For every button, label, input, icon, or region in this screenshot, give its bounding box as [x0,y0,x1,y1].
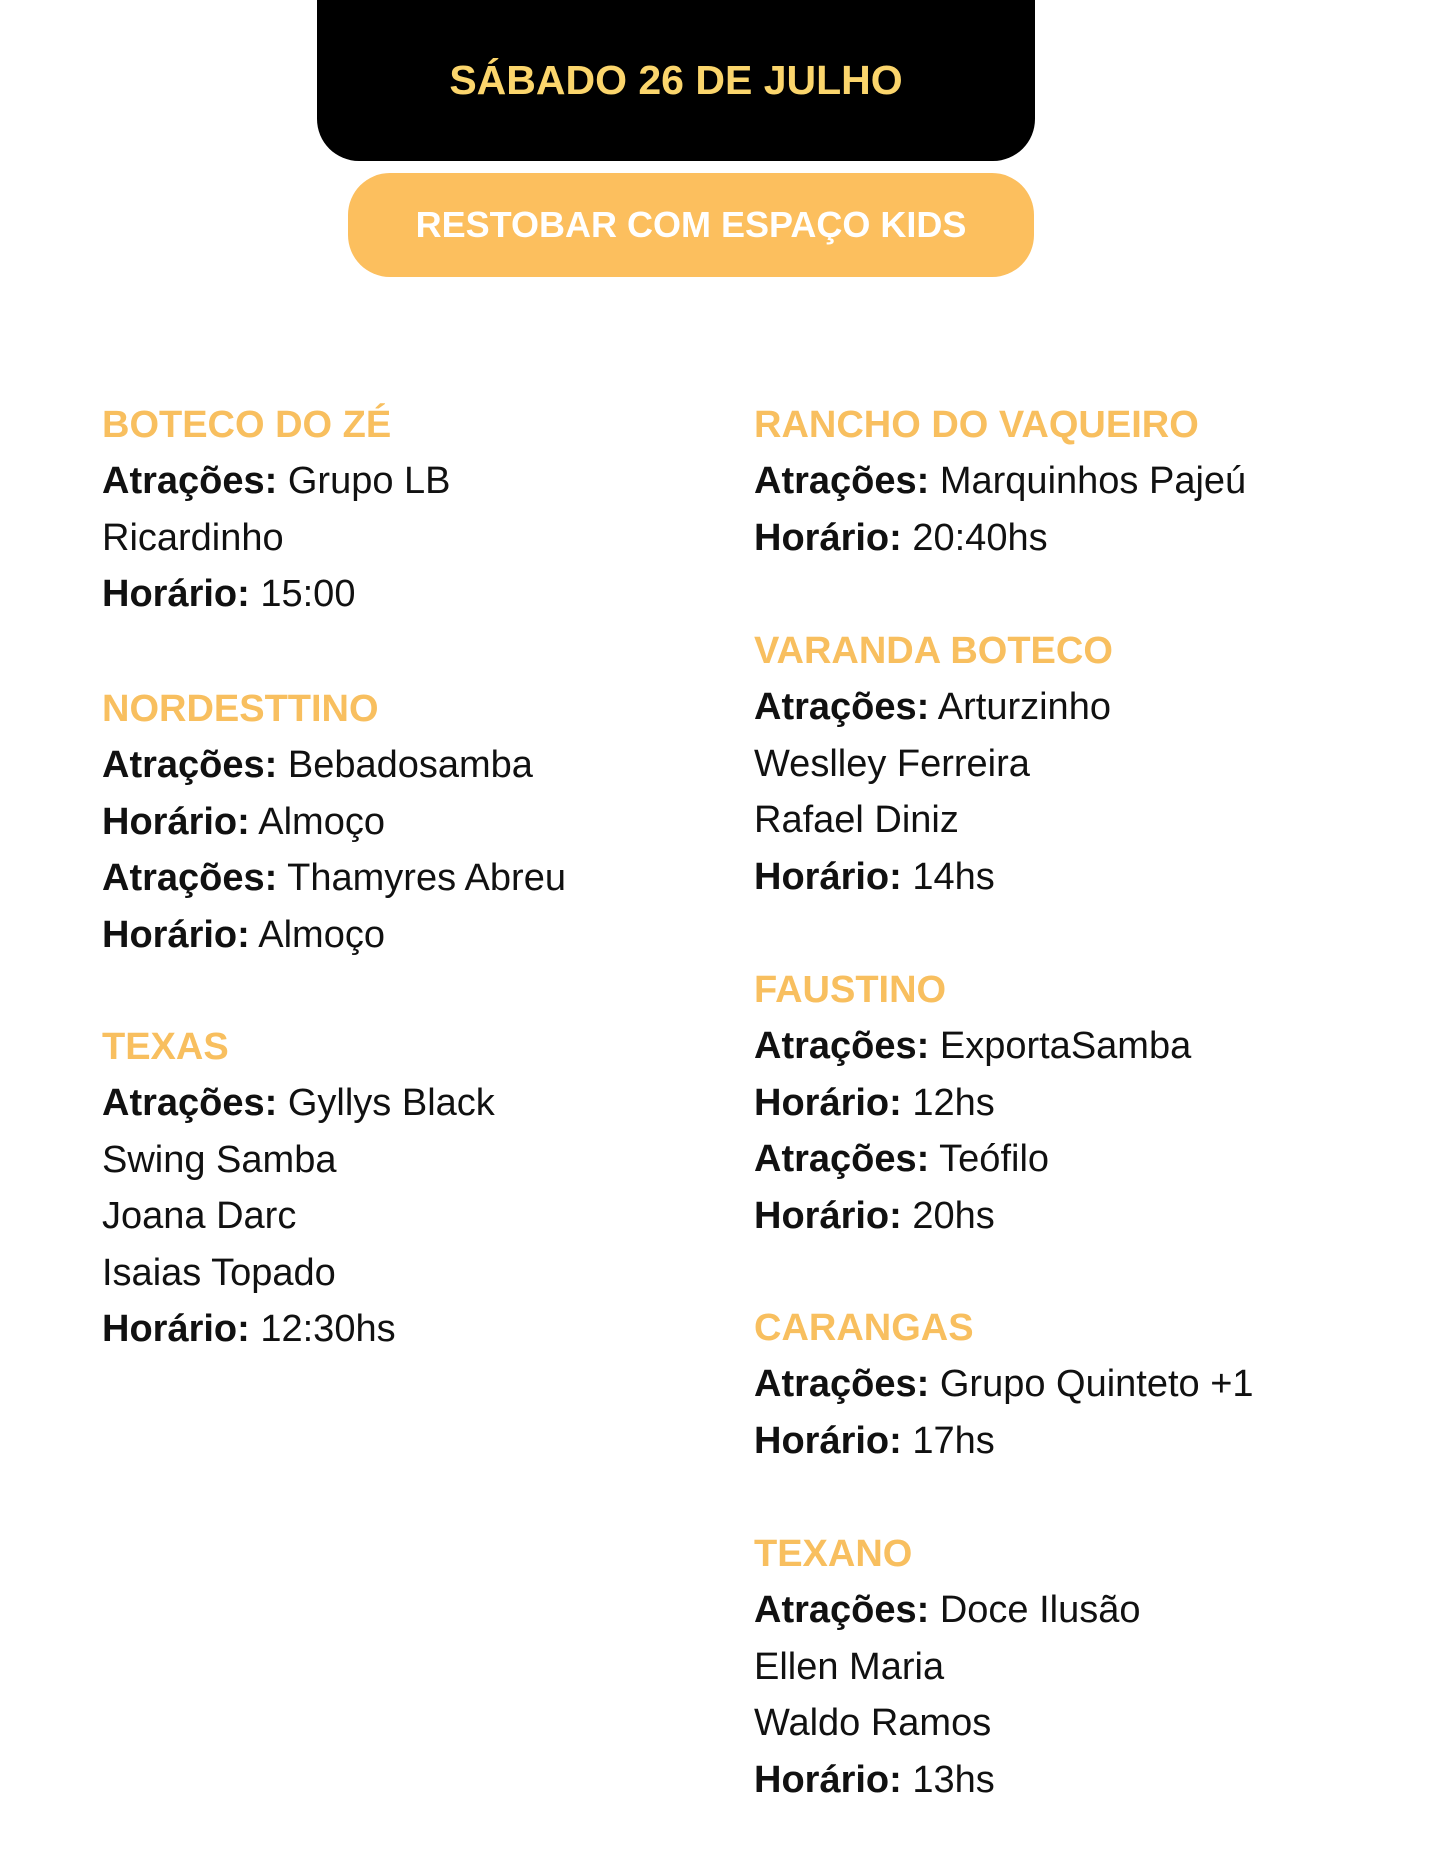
line-text: 17hs [912,1419,995,1462]
line-text: 12:30hs [260,1308,396,1351]
line-label: Atrações: [754,1363,930,1406]
line-label: Horário: [754,855,902,898]
venue-name: BOTECO DO ZÉ [102,404,392,446]
venue-line: Atrações: Marquinhos Pajeú [754,453,1246,509]
venue-line: Swing Samba [102,1132,495,1188]
line-label: Atrações: [102,744,278,787]
line-text: Arturzinho [937,686,1111,729]
venue-line: Ricardinho [102,510,451,566]
line-text: Almoço [258,800,385,843]
venue-block: RANCHO DO VAQUEIRO Atrações: Marquinhos P… [754,397,1246,566]
line-label: Horário: [102,800,250,843]
line-text: 20hs [912,1194,995,1237]
venue-line: Horário: Almoço [102,794,566,850]
line-text: Gyllys Black [287,1082,495,1125]
line-text: Thamyres Abreu [287,857,566,900]
venue-line: Waldo Ramos [754,1695,1141,1751]
line-label: Atrações: [102,460,278,503]
line-label: Horário: [754,1419,902,1462]
line-text: Rafael Diniz [754,799,959,842]
category-label: RESTOBAR COM ESPAÇO KIDS [415,204,967,245]
line-label: Horário: [102,573,250,616]
line-label: Atrações: [754,460,930,503]
venue-line: Atrações: Doce Ilusão [754,1582,1141,1638]
venue-line: Atrações: Gyllys Black [102,1075,495,1131]
line-text: Marquinhos Pajeú [939,460,1247,503]
venue-line: Atrações: Arturzinho [754,679,1113,735]
line-text: Joana Darc [102,1195,297,1238]
line-text: 20:40hs [912,516,1048,559]
venue-block: TEXANO Atrações: Doce Ilusão Ellen Maria Wa… [754,1526,1141,1808]
venue-block: TEXAS Atrações: Gyllys Black Swing Samba Jo… [102,1019,495,1357]
venue-line: Isaias Topado [102,1245,495,1301]
venue-name: CARANGAS [754,1307,974,1349]
line-text: 13hs [912,1758,995,1801]
venue-line: Horário: 14hs [754,849,1113,905]
line-text: Swing Samba [102,1138,337,1181]
venue-line: Atrações: Grupo LB [102,453,451,509]
line-text: 15:00 [260,573,356,616]
line-text: Grupo LB [287,460,451,503]
venue-line: Atrações: Grupo Quinteto +1 [754,1356,1254,1412]
venue-line: Atrações: Bebadosamba [102,737,566,793]
line-text: Waldo Ramos [754,1702,992,1745]
venue-name: TEXANO [754,1533,913,1575]
line-text: Almoço [258,913,385,956]
venue-block: BOTECO DO ZÉ Atrações: Grupo LB Ricardinho… [102,397,451,623]
venue-block: VARANDA BOTECO Atrações: Arturzinho Weslle… [754,623,1113,905]
line-text: Bebadosamba [287,744,533,787]
line-label: Atrações: [754,1138,930,1181]
venue-line: Horário: 12hs [754,1075,1191,1131]
venue-name: VARANDA BOTECO [754,630,1113,672]
venue-line: Atrações: ExportaSamba [754,1018,1191,1074]
line-label: Horário: [754,516,902,559]
line-text: ExportaSamba [939,1025,1192,1068]
venue-line: Horário: 20:40hs [754,510,1246,566]
line-label: Atrações: [102,857,278,900]
venue-line: Horário: 15:00 [102,566,451,622]
line-label: Atrações: [754,1589,930,1632]
line-label: Horário: [754,1758,902,1801]
venue-name: TEXAS [102,1026,229,1068]
line-text: 14hs [912,855,995,898]
date-banner: SÁBADO 26 DE JULHO [317,0,1035,161]
venue-line: Horário: 13hs [754,1752,1141,1808]
venue-line: Horário: Almoço [102,907,566,963]
line-label: Horário: [754,1194,902,1237]
line-label: Horário: [102,1308,250,1351]
venue-line: Joana Darc [102,1188,495,1244]
line-text: Ricardinho [102,516,284,559]
category-pill: RESTOBAR COM ESPAÇO KIDS [348,173,1034,277]
venue-line: Atrações: Thamyres Abreu [102,850,566,906]
venue-block: CARANGAS Atrações: Grupo Quinteto +1 Horár… [754,1300,1254,1469]
line-text: Isaias Topado [102,1251,336,1294]
venue-line: Horário: 20hs [754,1188,1191,1244]
line-text: Weslley Ferreira [754,742,1030,785]
line-text: Ellen Maria [754,1645,945,1688]
line-text: Grupo Quinteto +1 [939,1363,1254,1406]
venue-line: Ellen Maria [754,1639,1141,1695]
line-text: Doce Ilusão [939,1589,1141,1632]
line-label: Atrações: [754,1025,930,1068]
venue-name: NORDESTTINO [102,688,379,730]
line-text: 12hs [912,1081,995,1124]
venue-name: RANCHO DO VAQUEIRO [754,404,1199,446]
venue-line: Horário: 17hs [754,1413,1254,1469]
venue-block: NORDESTTINO Atrações: Bebadosamba Horário:… [102,681,566,963]
date-title: SÁBADO 26 DE JULHO [449,57,903,103]
line-label: Horário: [102,913,250,956]
venue-line: Weslley Ferreira [754,736,1113,792]
venue-name: FAUSTINO [754,969,947,1011]
venue-block: FAUSTINO Atrações: ExportaSamba Horário: 1… [754,962,1191,1244]
venue-line: Atrações: Teófilo [754,1131,1191,1187]
line-label: Horário: [754,1081,902,1124]
venue-line: Horário: 12:30hs [102,1301,495,1357]
line-text: Teófilo [939,1138,1050,1181]
line-label: Atrações: [102,1082,278,1125]
line-label: Atrações: [754,686,930,729]
venue-line: Rafael Diniz [754,792,1113,848]
